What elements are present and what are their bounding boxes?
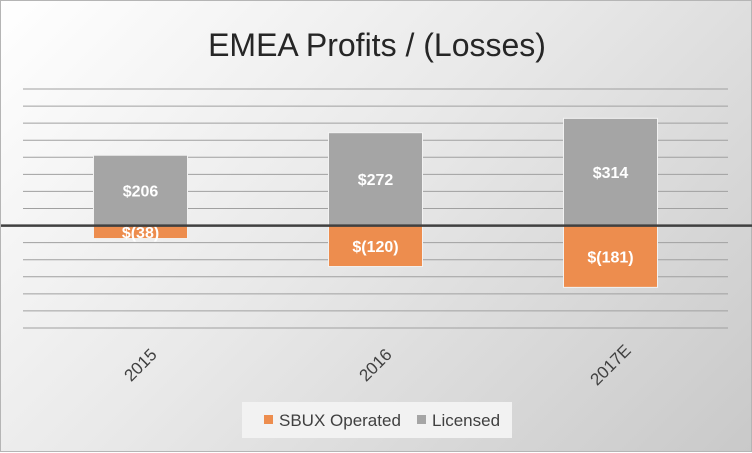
legend: SBUX Operated Licensed [242, 402, 512, 438]
legend-label-licensed: Licensed [432, 411, 500, 430]
data-label-sbux-operated-2017E: $(181) [587, 249, 633, 266]
bar-licensed-2016 [328, 132, 423, 227]
data-labels: $(38) $206 $(120) $272 $(181) $314 [122, 165, 634, 267]
x-tick-labels: 2015 2016 2017E [121, 341, 635, 389]
legend-box [242, 402, 512, 438]
bar-sbux-operated-2016 [328, 225, 423, 268]
bar-licensed-2017E [563, 117, 658, 227]
x-tick-label-2016: 2016 [356, 345, 396, 385]
bar-sbux-operated-2017E [563, 225, 658, 288]
legend-swatch-licensed [417, 415, 426, 424]
bar-licensed-2015 [93, 154, 188, 227]
bars [93, 117, 658, 288]
data-label-sbux-operated-2015: $(38) [122, 225, 159, 242]
legend-swatch-sbux-operated [264, 415, 273, 424]
data-label-licensed-2016: $272 [358, 172, 394, 189]
data-label-licensed-2017E: $314 [593, 165, 629, 182]
data-label-sbux-operated-2016: $(120) [352, 239, 398, 256]
x-tick-label-2017E: 2017E [587, 341, 635, 389]
chart-title: EMEA Profits / (Losses) [208, 27, 546, 63]
x-tick-label-2015: 2015 [121, 345, 161, 385]
data-label-licensed-2015: $206 [123, 183, 159, 200]
legend-label-sbux-operated: SBUX Operated [279, 411, 401, 430]
